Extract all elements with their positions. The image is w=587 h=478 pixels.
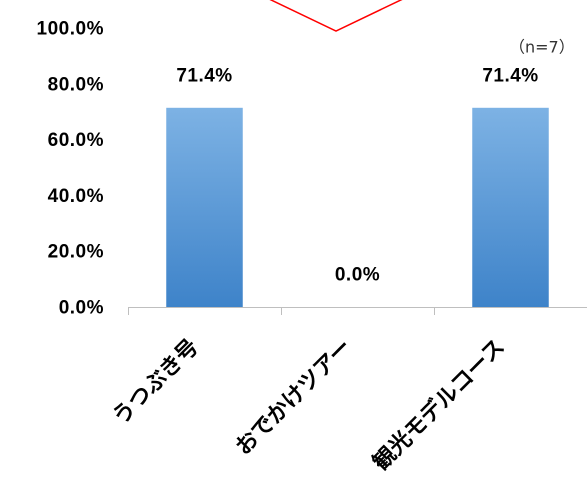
x-axis [128,307,587,315]
y-tick-label: 40.0% [48,186,104,207]
data-label: 71.4% [176,65,232,86]
bar [166,107,243,307]
x-category-label: 観光モデルコース [368,334,510,476]
y-tick-label: 100.0% [37,19,104,40]
data-label: 71.4% [482,65,538,86]
bar [472,107,549,307]
sample-size-annotation: （n=7） [509,38,575,57]
data-labels: 71.4% 0.0% 71.4% [176,65,538,285]
y-axis-tick-labels: 0.0% 20.0% 40.0% 60.0% 80.0% 100.0% [37,19,104,319]
x-axis-category-labels: うつぶき号 おでかけツアー 観光モデルコース [108,334,509,476]
x-category-label: うつぶき号 [108,335,203,430]
y-tick-label: 20.0% [48,242,104,263]
callout-pointer [269,0,403,32]
y-tick-label: 60.0% [48,130,104,151]
bar-series [166,107,549,307]
data-label: 0.0% [335,265,380,286]
y-tick-label: 0.0% [59,298,104,319]
x-category-label: おでかけツアー [231,335,357,461]
y-tick-label: 80.0% [48,74,104,95]
